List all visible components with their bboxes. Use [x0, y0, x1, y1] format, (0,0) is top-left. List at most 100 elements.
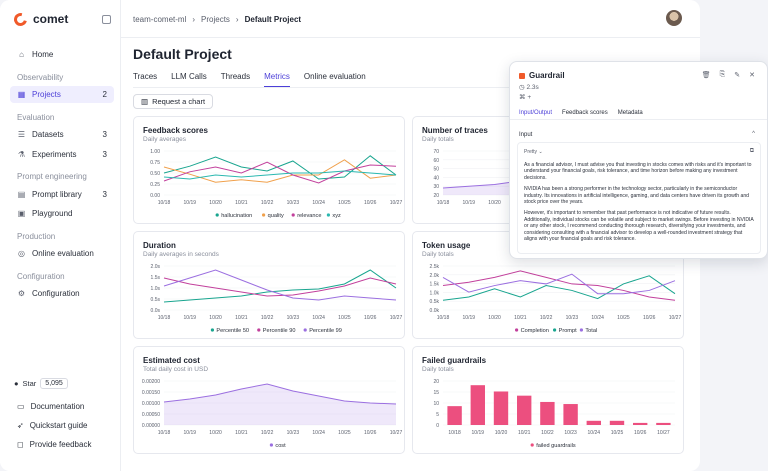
github-star-button[interactable]: ● Star 5,095: [14, 376, 68, 391]
guardrail-icon: [519, 72, 525, 79]
y-tick-label: 0.00: [150, 193, 160, 199]
y-tick-label: 20: [433, 193, 439, 199]
logo-text: comet: [33, 12, 69, 26]
y-tick-label: 0.75: [150, 160, 160, 166]
legend-label: quality: [268, 213, 284, 219]
quickstart-link[interactable]: ➶ Quickstart guide: [17, 421, 88, 430]
tab-llm-calls[interactable]: LLM Calls: [171, 72, 207, 81]
legend-label: Percentile 99: [309, 328, 342, 334]
legend-label: Prompt: [559, 328, 577, 334]
x-tick-label: 10/20: [488, 200, 501, 206]
x-tick-label: 10/18: [158, 315, 171, 321]
chart-icon: ▥: [141, 97, 149, 106]
chevron-right-icon: ›: [235, 15, 239, 24]
y-tick-label: 0.5k: [430, 299, 440, 305]
x-tick-label: 10/26: [364, 430, 377, 436]
y-tick-label: 0.0k: [430, 308, 440, 314]
y-tick-label: 2.0k: [430, 273, 440, 279]
y-tick-label: 0.00200: [142, 379, 160, 385]
section-production: Production: [17, 232, 56, 241]
x-tick-label: 10/21: [235, 315, 248, 321]
legend-marker: [262, 213, 266, 217]
bar: [470, 385, 485, 425]
series-line: [163, 159, 397, 183]
tab-traces[interactable]: Traces: [133, 72, 158, 81]
input-text: As a financial advisor, I must advise yo…: [524, 162, 756, 247]
chevron-up-icon[interactable]: ^: [752, 131, 755, 137]
y-tick-label: 20: [433, 379, 439, 385]
chart-title: Estimated cost: [143, 356, 200, 365]
y-tick-label: 0.25: [150, 182, 160, 188]
logo[interactable]: comet: [11, 10, 69, 28]
gear-icon: ⚙: [17, 289, 26, 298]
y-tick-label: 70: [433, 149, 439, 155]
sidebar-item-experiments[interactable]: ⚗ Experiments 3: [10, 146, 114, 163]
legend-marker: [257, 328, 261, 332]
legend-label: cost: [275, 443, 286, 449]
sidebar-item-home[interactable]: ⌂ Home: [10, 46, 114, 63]
series-line: [442, 275, 676, 301]
close-icon[interactable]: ✕: [749, 72, 755, 79]
x-tick-label: 10/26: [364, 200, 377, 206]
request-chart-label: Request a chart: [152, 97, 206, 106]
rocket-icon: ➶: [17, 421, 24, 430]
experiments-count: 3: [102, 150, 107, 159]
share-icon[interactable]: ⎘: [719, 71, 726, 78]
quickstart-label: Quickstart guide: [29, 421, 88, 430]
sidebar-item-prompt-library[interactable]: ▤ Prompt library 3: [10, 186, 114, 203]
sidebar-item-configuration[interactable]: ⚙ Configuration: [10, 285, 114, 302]
breadcrumb-projects[interactable]: Projects: [201, 15, 230, 24]
copy-icon[interactable]: ⧉: [749, 148, 754, 154]
star-count: 5,095: [40, 378, 68, 389]
edit-icon[interactable]: ✎: [734, 72, 741, 79]
tab-online-evaluation[interactable]: Online evaluation: [303, 72, 366, 81]
y-tick-label: 0: [436, 423, 439, 429]
section-configuration: Configuration: [17, 272, 65, 281]
y-tick-label: 15: [433, 390, 439, 396]
series-line: [163, 277, 397, 297]
page-title: Default Project: [133, 46, 232, 62]
sidebar-item-datasets[interactable]: ☰ Datasets 3: [10, 126, 114, 143]
x-tick-label: 10/27: [657, 430, 670, 436]
sidebar-item-playground[interactable]: ▣ Playground: [10, 205, 114, 222]
bar: [633, 422, 648, 425]
y-tick-label: 50: [433, 167, 439, 173]
sidebar-item-online-evaluation[interactable]: ◎ Online evaluation: [10, 245, 114, 262]
add-tag-button[interactable]: +: [527, 94, 532, 101]
request-chart-button[interactable]: ▥ Request a chart: [133, 94, 214, 109]
x-tick-label: 10/20: [488, 315, 501, 321]
x-tick-label: 10/20: [209, 200, 222, 206]
x-tick-label: 10/24: [591, 315, 604, 321]
panel-tab-metadata[interactable]: Metadata: [617, 110, 643, 116]
sidebar-collapse-icon[interactable]: [102, 15, 111, 24]
breadcrumb-workspace[interactable]: team-comet-ml: [133, 15, 187, 24]
panel-tab-feedback-scores[interactable]: Feedback scores: [562, 110, 608, 116]
legend-label: failed guardrails: [536, 443, 576, 449]
sidebar-item-label: Online evaluation: [32, 249, 94, 258]
x-tick-label: 10/19: [463, 200, 476, 206]
format-selector[interactable]: Pretty ⌄: [524, 149, 543, 155]
avatar[interactable]: [666, 10, 682, 26]
sidebar-item-projects[interactable]: ▦ Projects 2: [10, 86, 114, 103]
delete-icon[interactable]: 🗑: [701, 72, 711, 79]
tab-threads[interactable]: Threads: [220, 72, 251, 81]
blocks-icon: ▣: [17, 209, 26, 218]
y-tick-label: 5: [436, 412, 439, 418]
x-tick-label: 10/23: [287, 430, 300, 436]
bar: [540, 401, 555, 425]
x-tick-label: 10/19: [184, 315, 197, 321]
legend-label: xyz: [332, 213, 341, 219]
section-prompt-engineering: Prompt engineering: [17, 172, 87, 181]
y-tick-label: 30: [433, 184, 439, 190]
series-line: [442, 270, 676, 301]
breadcrumb: team-comet-ml › Projects › Default Proje…: [133, 15, 301, 24]
feedback-link[interactable]: ◻ Provide feedback: [17, 440, 91, 449]
y-tick-label: 2.0s: [151, 264, 161, 270]
tab-metrics[interactable]: Metrics: [264, 72, 290, 88]
input-paragraph: As a financial advisor, I must advise yo…: [524, 162, 752, 181]
sidebar: comet ⌂ Home Observability ▦ Projects 2 …: [0, 0, 121, 471]
documentation-link[interactable]: ▭ Documentation: [17, 402, 84, 411]
guardrail-title: Guardrail: [519, 71, 565, 80]
x-tick-label: 10/25: [338, 430, 351, 436]
